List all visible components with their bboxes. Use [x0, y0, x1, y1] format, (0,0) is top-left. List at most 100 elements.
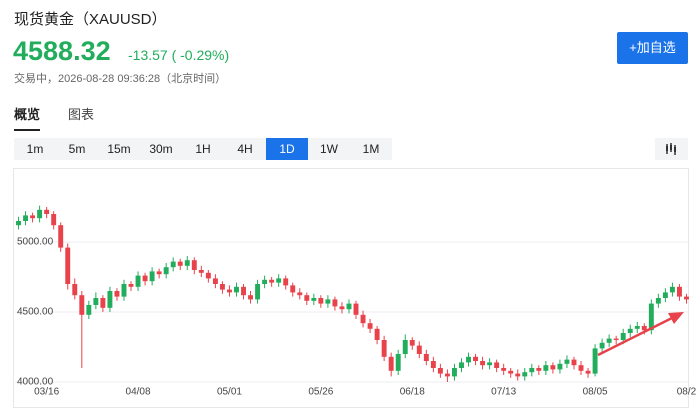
candle-body [297, 292, 303, 296]
x-tick-label: 05/26 [308, 387, 333, 398]
candle-body [205, 272, 211, 279]
interval-button[interactable]: 1m [26, 142, 44, 156]
candle-body [480, 361, 486, 366]
candle-body [402, 340, 408, 354]
candle-body [212, 278, 218, 284]
candle-body [374, 328, 380, 340]
y-tick-label: 4000.00 [17, 377, 54, 388]
x-tick-label: 08/05 [583, 387, 608, 398]
candle-body [30, 215, 36, 219]
candle-body [620, 333, 626, 340]
candle-body [177, 261, 183, 266]
candle-body [353, 303, 359, 315]
y-tick-label: 5000.00 [17, 237, 54, 248]
candle-body [325, 299, 331, 304]
candle-body [571, 359, 577, 366]
candle-body [346, 303, 352, 310]
candle-body [51, 214, 57, 226]
candle-body [599, 342, 605, 349]
candle-body [318, 298, 324, 304]
candle-body [367, 323, 373, 329]
interval-button[interactable]: 1D [266, 138, 308, 160]
x-tick-label: 05/01 [217, 387, 242, 398]
price: 4588.32 [13, 36, 111, 66]
x-tick-label: 04/08 [126, 387, 151, 398]
x-tick-label: 08/2 [677, 387, 697, 398]
candle-body [494, 362, 500, 368]
candle-body [381, 340, 387, 357]
interval-button[interactable]: 15m [107, 142, 131, 156]
y-tick-label: 4500.00 [17, 307, 54, 318]
interval-button[interactable]: 30m [149, 142, 173, 156]
candle-body [501, 368, 507, 371]
candle-body [634, 326, 640, 329]
watch-button[interactable]: +加自选 [617, 32, 688, 64]
candle-body [170, 261, 176, 268]
candle-body [163, 267, 169, 275]
chart-type-button[interactable] [655, 138, 688, 160]
candle-body [135, 275, 141, 287]
candle-body [44, 209, 50, 214]
candle-body [557, 363, 563, 370]
candle-body [543, 365, 549, 371]
candle-body [522, 372, 528, 377]
candle-body [416, 345, 422, 354]
candle-body [487, 362, 493, 366]
candle-body [79, 295, 85, 315]
candle-body [100, 298, 106, 308]
interval-bar: 1m 5m 15m 30m 1H 4H 1D 1W 1M [14, 138, 392, 160]
candle-body [564, 359, 570, 364]
interval-button[interactable]: 1H [195, 142, 211, 156]
candle-body [409, 340, 415, 346]
candle-body [121, 284, 127, 297]
candle-body [72, 284, 78, 296]
status: 交易中，2026-08-28 09:36:28（北京时间） [14, 73, 227, 85]
candle-body [226, 289, 232, 293]
tab[interactable]: 图表 [68, 107, 95, 122]
trend-arrow [597, 312, 684, 357]
candle-body [437, 368, 443, 374]
candle-body [86, 305, 92, 315]
candle-body [37, 209, 43, 219]
candle-body [515, 373, 521, 377]
candle-body [332, 299, 338, 307]
x-tick-label: 03/16 [34, 387, 59, 398]
candle-body [248, 295, 254, 300]
candle-body [276, 278, 282, 283]
candle-body [655, 298, 661, 304]
candle-body [430, 361, 436, 368]
interval-button[interactable]: 1M [362, 142, 380, 156]
candle-body [283, 278, 289, 286]
candle-body [58, 225, 64, 248]
interval-button[interactable]: 1W [320, 142, 338, 156]
candle-body [613, 338, 619, 340]
candle-body [444, 373, 450, 377]
candle-body [466, 356, 471, 363]
interval-button[interactable]: 4H [237, 142, 253, 156]
candle-body [114, 291, 120, 297]
candle-body [184, 260, 190, 266]
candle-body [606, 338, 612, 343]
candle-body [304, 295, 310, 301]
tab[interactable]: 概览 [14, 104, 41, 131]
candle-body [93, 298, 99, 305]
x-tick-label: 06/18 [400, 387, 425, 398]
interval-button[interactable]: 5m [68, 142, 86, 156]
candle-body [107, 291, 113, 308]
candle-body [290, 285, 296, 293]
change: -13.57 ( -0.29%) [128, 47, 230, 63]
candle-body [451, 368, 457, 377]
candle-body [662, 292, 668, 298]
candle-body [269, 279, 275, 283]
candle-body [262, 279, 268, 284]
candle-body [550, 365, 556, 370]
candle-body [684, 296, 689, 300]
candle-body [459, 362, 464, 368]
candle-body [648, 303, 654, 331]
candle-body [311, 298, 317, 301]
candle-body [241, 286, 246, 296]
candle-body [423, 354, 429, 361]
candle-body [339, 306, 345, 310]
